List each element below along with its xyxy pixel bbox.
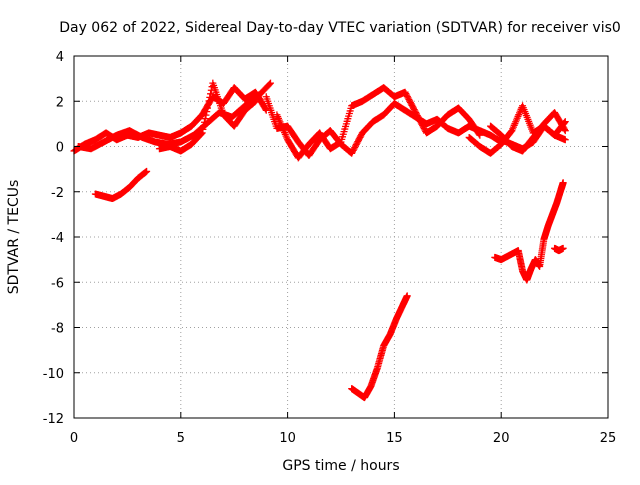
data-point xyxy=(202,111,210,119)
data-point xyxy=(205,97,213,105)
tick-layer: -12 -10 -8 -6 -4 -2 0 2 4 0 5 10 15 20 25 xyxy=(43,50,617,446)
data-point xyxy=(197,130,205,138)
data-point xyxy=(206,93,214,101)
x-tick-label: 25 xyxy=(600,431,617,446)
data-point xyxy=(476,131,484,139)
data-point xyxy=(204,100,212,108)
data-point xyxy=(203,108,211,116)
x-axis-title: GPS time / hours xyxy=(282,458,399,474)
data-point xyxy=(207,90,215,98)
data-point xyxy=(200,122,208,130)
x-tick-label: 5 xyxy=(177,431,185,446)
series-arc-l xyxy=(551,244,567,255)
y-tick-label: -10 xyxy=(43,367,64,382)
data-point xyxy=(199,125,207,133)
data-point xyxy=(267,79,275,87)
y-tick-label: -8 xyxy=(51,322,64,337)
series-arc-h xyxy=(497,122,569,153)
chart-title: Day 062 of 2022, Sidereal Day-to-day VTE… xyxy=(59,20,621,36)
data-point xyxy=(475,130,483,138)
y-tick-label: -2 xyxy=(51,186,64,201)
data-point xyxy=(252,97,260,105)
data-point xyxy=(403,292,411,300)
y-tick-label: -12 xyxy=(43,412,64,427)
y-tick-label: 4 xyxy=(56,50,64,65)
series-arc-c xyxy=(155,79,260,155)
data-point xyxy=(143,167,151,175)
grid-layer xyxy=(74,56,608,418)
y-tick-label: -6 xyxy=(51,276,64,291)
data-point xyxy=(559,179,567,187)
data-point xyxy=(266,80,274,88)
x-tick-label: 20 xyxy=(493,431,510,446)
y-axis-title: SDTVAR / TECUs xyxy=(6,180,22,295)
x-tick-label: 15 xyxy=(386,431,403,446)
series-arc-d xyxy=(262,93,505,160)
series-arc-j xyxy=(348,292,411,402)
y-tick-label: 2 xyxy=(56,95,64,110)
data-point xyxy=(261,105,269,113)
data-point xyxy=(197,131,205,139)
data-point xyxy=(561,127,569,135)
data-point xyxy=(204,104,211,112)
x-tick-label: 10 xyxy=(279,431,296,446)
x-tick-label: 0 xyxy=(70,431,78,446)
series-arc-e xyxy=(273,84,484,162)
data-point xyxy=(559,244,567,252)
data-point xyxy=(561,125,569,133)
data-point xyxy=(561,136,569,144)
data-point xyxy=(201,115,209,123)
y-tick-label: -4 xyxy=(51,231,64,246)
y-tick-label: 0 xyxy=(56,141,64,156)
data-layer xyxy=(70,79,569,402)
series-arc-k xyxy=(491,179,567,284)
data-point xyxy=(200,118,208,126)
series-arc-i xyxy=(91,167,151,203)
data-point xyxy=(198,129,206,137)
